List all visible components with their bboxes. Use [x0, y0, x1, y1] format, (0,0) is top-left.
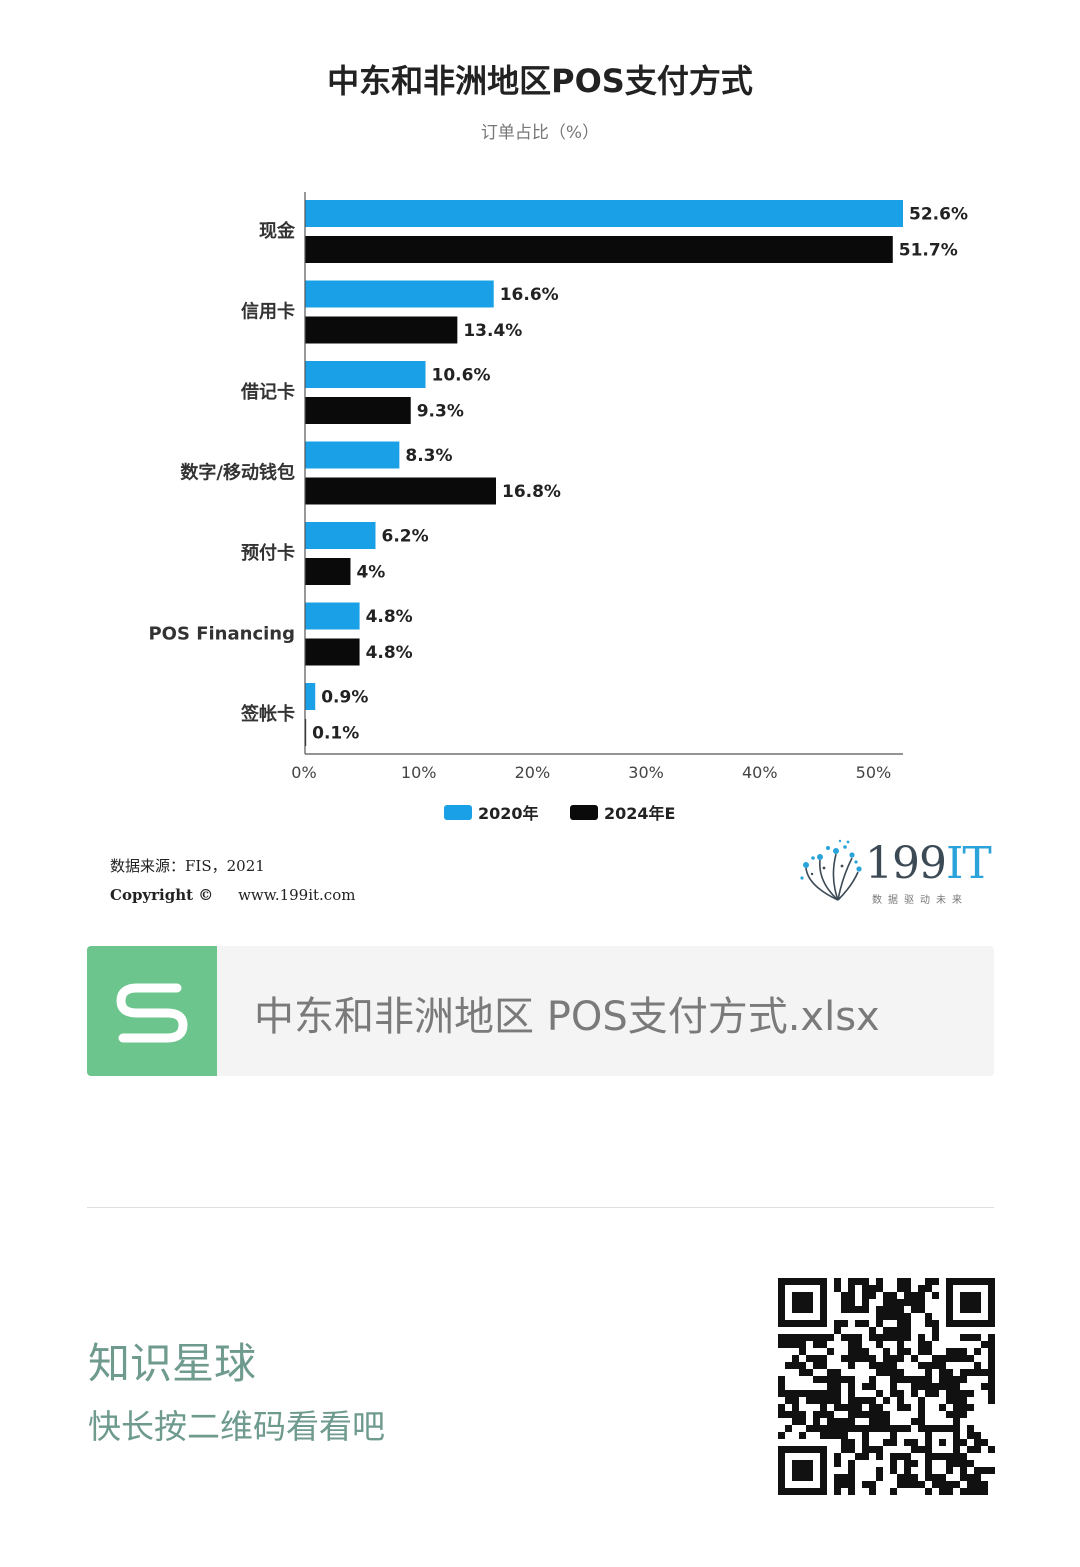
bar: [305, 280, 494, 308]
category-label: 信用卡: [241, 301, 295, 323]
bar: [305, 477, 496, 505]
divider: [87, 1207, 994, 1208]
data-label: 16.6%: [500, 285, 559, 305]
category-label: 借记卡: [240, 381, 295, 403]
x-tick-label: 10%: [401, 763, 437, 782]
bar: [305, 397, 411, 424]
data-label: 52.6%: [909, 205, 968, 225]
bar: [305, 638, 360, 666]
data-label: 4.8%: [366, 643, 413, 663]
bar: [305, 316, 458, 344]
bar: [305, 200, 903, 227]
legend-label: 2024年E: [604, 804, 675, 823]
spreadsheet-s-icon: [87, 946, 217, 1076]
x-tick-label: 0%: [291, 763, 316, 782]
chart-title: 中东和非洲地区POS支付方式: [327, 62, 753, 100]
x-tick-label: 30%: [628, 763, 664, 782]
data-label: 16.8%: [502, 482, 561, 502]
data-label: 0.1%: [312, 724, 359, 744]
brand-logo-icon: [800, 839, 862, 901]
x-tick-label: 40%: [742, 763, 778, 782]
planet-subtitle: 快长按二维码看看吧: [88, 1407, 385, 1446]
copyright-text: Copyright ©: [110, 886, 214, 904]
bar: [305, 602, 360, 630]
category-label: POS Financing: [148, 624, 295, 645]
planet-title: 知识星球: [88, 1339, 257, 1388]
brand-name: 199IT: [865, 838, 992, 889]
data-label: 8.3%: [405, 446, 452, 466]
data-label: 0.9%: [321, 688, 368, 708]
qr-code-icon[interactable]: [778, 1278, 995, 1495]
category-label: 现金: [259, 220, 296, 242]
file-attachment-card[interactable]: 中东和非洲地区 POS支付方式.xlsx: [87, 946, 994, 1076]
category-label: 签帐卡: [240, 703, 295, 725]
file-name: 中东和非洲地区 POS支付方式.xlsx: [254, 994, 880, 1040]
data-label: 4%: [356, 563, 385, 583]
legend-label: 2020年: [478, 804, 539, 823]
x-tick-label: 50%: [856, 763, 892, 782]
category-label: 预付卡: [241, 542, 295, 564]
bar: [305, 522, 376, 549]
bar: [305, 683, 316, 710]
x-tick-label: 20%: [515, 763, 551, 782]
bar: [305, 361, 426, 388]
bar-chart: 52.6% 51.7% 现金 16.6% 13.4% 信用卡 10.6% 9.3% 借记卡 8.3…: [148, 192, 968, 823]
bar: [305, 236, 893, 263]
bar: [305, 558, 351, 585]
legend-swatch: [570, 805, 598, 820]
chart-subtitle: 订单占比（%）: [480, 123, 600, 143]
source-text: 数据来源：FIS，2021: [110, 857, 265, 875]
legend-swatch: [444, 805, 472, 820]
source-url[interactable]: www.199it.com: [238, 886, 356, 904]
data-label: 9.3%: [417, 402, 464, 422]
data-label: 4.8%: [366, 607, 413, 627]
data-label: 13.4%: [463, 321, 522, 341]
category-label: 数字/移动钱包: [180, 462, 295, 484]
data-label: 51.7%: [899, 241, 958, 261]
bar: [305, 441, 400, 469]
brand-slogan: 数据驱动未来: [872, 895, 968, 906]
data-label: 10.6%: [432, 366, 491, 386]
data-label: 6.2%: [381, 527, 428, 547]
source-block: 数据来源：FIS，2021 Copyright © www.199it.com: [110, 852, 355, 910]
